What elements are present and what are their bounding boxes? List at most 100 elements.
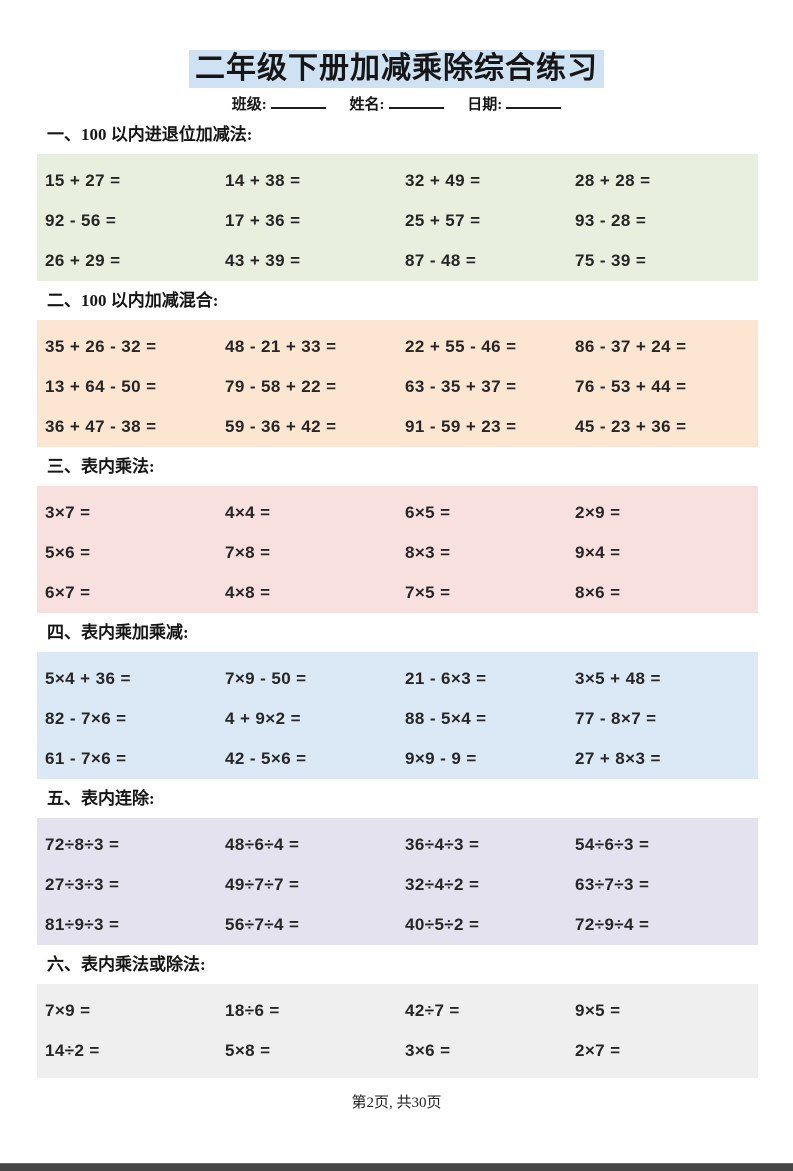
section-heading: 二、100 以内加减混合: xyxy=(47,291,219,310)
section-heading: 六、表内乘法或除法: xyxy=(47,955,206,974)
title-area: 二年级下册加减乘除综合练习 xyxy=(0,50,793,90)
problem-cell: 26 + 29 = xyxy=(45,251,121,270)
problem-cell: 2×9 = xyxy=(575,503,621,522)
problem-block: 7×9 = 18÷6 = 42÷7 = 9×5 = 14÷2 = 5×8 = 3×6 = 2×… xyxy=(37,984,758,1078)
problem-row: 6×7 = 4×8 = 7×5 = 8×6 = xyxy=(37,573,758,613)
problem-cell: 40÷5÷2 = xyxy=(405,915,480,934)
problem-block: 5×4 + 36 = 7×9 - 50 = 21 - 6×3 = 3×5 + 48 =… xyxy=(37,652,758,779)
problem-row: 5×6 = 7×8 = 8×3 = 9×4 = xyxy=(37,533,758,573)
problem-row: 72÷8÷3 = 48÷6÷4 = 36÷4÷3 = 54÷6÷3 = xyxy=(37,825,758,865)
problem-cell: 3×6 = xyxy=(405,1041,451,1060)
problem-row: 36 + 47 - 38 = 59 - 36 + 42 = 91 - 59 + 23… xyxy=(37,407,758,447)
worksheet-section: 六、表内乘法或除法: 7×9 = 18÷6 = 42÷7 = 9×5 = 14÷2 = 5×… xyxy=(37,955,758,1078)
page-title: 二年级下册加减乘除综合练习 xyxy=(189,50,604,88)
problem-cell: 92 - 56 = xyxy=(45,211,117,230)
problem-row: 35 + 26 - 32 = 48 - 21 + 33 = 22 + 55 - 46… xyxy=(37,327,758,367)
bottom-edge-strip xyxy=(0,1163,793,1171)
date-field: 日期: xyxy=(467,94,562,113)
problem-cell: 36 + 47 - 38 = xyxy=(45,417,157,436)
sections-container: 一、100 以内进退位加减法: 15 + 27 = 14 + 38 = 32 + 49… xyxy=(37,125,758,1078)
problem-block: 15 + 27 = 14 + 38 = 32 + 49 = 28 + 28 = 92 -… xyxy=(37,154,758,281)
problem-cell: 5×6 = xyxy=(45,543,91,562)
problem-cell: 8×6 = xyxy=(575,583,621,602)
problem-cell: 6×7 = xyxy=(45,583,91,602)
problem-cell: 2×7 = xyxy=(575,1041,621,1060)
name-blank-line xyxy=(388,94,444,109)
problem-block: 35 + 26 - 32 = 48 - 21 + 33 = 22 + 55 - 46… xyxy=(37,320,758,447)
problem-cell: 9×9 - 9 = xyxy=(405,749,477,768)
problem-block: 72÷8÷3 = 48÷6÷4 = 36÷4÷3 = 54÷6÷3 = 27÷3÷3 =… xyxy=(37,818,758,945)
problem-cell: 63÷7÷3 = xyxy=(575,875,650,894)
problem-cell: 61 - 7×6 = xyxy=(45,749,127,768)
problem-cell: 9×4 = xyxy=(575,543,621,562)
problem-cell: 59 - 36 + 42 = xyxy=(225,417,337,436)
problem-cell: 72÷8÷3 = xyxy=(45,835,120,854)
problem-cell: 86 - 37 + 24 = xyxy=(575,337,687,356)
problem-cell: 6×5 = xyxy=(405,503,451,522)
worksheet-section: 二、100 以内加减混合: 35 + 26 - 32 = 48 - 21 + 33 … xyxy=(37,291,758,447)
problem-cell: 7×5 = xyxy=(405,583,451,602)
problem-cell: 14÷2 = xyxy=(45,1041,100,1060)
problem-cell: 48÷6÷4 = xyxy=(225,835,300,854)
problem-cell: 91 - 59 + 23 = xyxy=(405,417,517,436)
problem-cell: 18÷6 = xyxy=(225,1001,280,1020)
section-heading: 一、100 以内进退位加减法: xyxy=(47,125,253,144)
problem-row: 92 - 56 = 17 + 36 = 25 + 57 = 93 - 28 = xyxy=(37,201,758,241)
problem-cell: 82 - 7×6 = xyxy=(45,709,127,728)
problem-cell: 43 + 39 = xyxy=(225,251,301,270)
name-label: 姓名: xyxy=(349,97,385,113)
problem-row: 15 + 27 = 14 + 38 = 32 + 49 = 28 + 28 = xyxy=(37,161,758,201)
problem-block: 3×7 = 4×4 = 6×5 = 2×9 = 5×6 = 7×8 = 8×3 = 9×4 =… xyxy=(37,486,758,613)
problem-cell: 75 - 39 = xyxy=(575,251,647,270)
problem-row: 26 + 29 = 43 + 39 = 87 - 48 = 75 - 39 = xyxy=(37,241,758,281)
problem-cell: 32÷4÷2 = xyxy=(405,875,480,894)
problem-cell: 88 - 5×4 = xyxy=(405,709,487,728)
problem-cell: 7×9 = xyxy=(45,1001,91,1020)
worksheet-page: 二年级下册加减乘除综合练习 班级: 姓名: 日期: 一、100 以内进退位加减法… xyxy=(0,50,793,1171)
problem-cell: 25 + 57 = xyxy=(405,211,481,230)
problem-cell: 5×8 = xyxy=(225,1041,271,1060)
problem-row: 5×4 + 36 = 7×9 - 50 = 21 - 6×3 = 3×5 + 48 = xyxy=(37,659,758,699)
problem-cell: 4×4 = xyxy=(225,503,271,522)
section-heading: 三、表内乘法: xyxy=(47,457,155,476)
problem-cell: 8×3 = xyxy=(405,543,451,562)
problem-row: 7×9 = 18÷6 = 42÷7 = 9×5 = xyxy=(37,991,758,1031)
problem-cell: 27 + 8×3 = xyxy=(575,749,661,768)
problem-row: 27÷3÷3 = 49÷7÷7 = 32÷4÷2 = 63÷7÷3 = xyxy=(37,865,758,905)
class-field: 班级: xyxy=(232,97,326,113)
problem-cell: 54÷6÷3 = xyxy=(575,835,650,854)
problem-cell: 93 - 28 = xyxy=(575,211,647,230)
worksheet-section: 一、100 以内进退位加减法: 15 + 27 = 14 + 38 = 32 + 49… xyxy=(37,125,758,281)
problem-cell: 14 + 38 = xyxy=(225,171,301,190)
page-footer: 第2页, 共30页 xyxy=(351,1095,442,1111)
problem-row: 14÷2 = 5×8 = 3×6 = 2×7 = xyxy=(37,1031,758,1071)
problem-cell: 4 + 9×2 = xyxy=(225,709,301,728)
problem-cell: 76 - 53 + 44 = xyxy=(575,377,687,396)
problem-cell: 32 + 49 = xyxy=(405,171,481,190)
meta-line: 班级: 姓名: 日期: xyxy=(0,93,793,115)
class-label: 班级: xyxy=(231,97,267,113)
date-blank-line xyxy=(506,94,562,109)
problem-cell: 7×8 = xyxy=(225,543,271,562)
worksheet-section: 五、表内连除: 72÷8÷3 = 48÷6÷4 = 36÷4÷3 = 54÷6÷3 = 2… xyxy=(37,789,758,945)
problem-cell: 4×8 = xyxy=(225,583,271,602)
problem-cell: 72÷9÷4 = xyxy=(575,915,650,934)
problem-row: 81÷9÷3 = 56÷7÷4 = 40÷5÷2 = 72÷9÷4 = xyxy=(37,905,758,945)
worksheet-section: 四、表内乘加乘减: 5×4 + 36 = 7×9 - 50 = 21 - 6×3 = 3… xyxy=(37,623,758,779)
section-heading: 五、表内连除: xyxy=(47,789,155,808)
problem-cell: 15 + 27 = xyxy=(45,171,121,190)
problem-cell: 81÷9÷3 = xyxy=(45,915,120,934)
date-label: 日期: xyxy=(467,97,503,113)
name-field: 姓名: xyxy=(350,97,444,113)
problem-cell: 79 - 58 + 22 = xyxy=(225,377,337,396)
problem-cell: 35 + 26 - 32 = xyxy=(45,337,157,356)
problem-cell: 9×5 = xyxy=(575,1001,621,1020)
problem-row: 61 - 7×6 = 42 - 5×6 = 9×9 - 9 = 27 + 8×3 = xyxy=(37,739,758,779)
section-heading: 四、表内乘加乘减: xyxy=(47,623,189,642)
problem-row: 82 - 7×6 = 4 + 9×2 = 88 - 5×4 = 77 - 8×7 = xyxy=(37,699,758,739)
problem-cell: 49÷7÷7 = xyxy=(225,875,300,894)
problem-cell: 3×7 = xyxy=(45,503,91,522)
problem-cell: 87 - 48 = xyxy=(405,251,477,270)
problem-cell: 63 - 35 + 37 = xyxy=(405,377,517,396)
class-blank-line xyxy=(270,94,326,109)
